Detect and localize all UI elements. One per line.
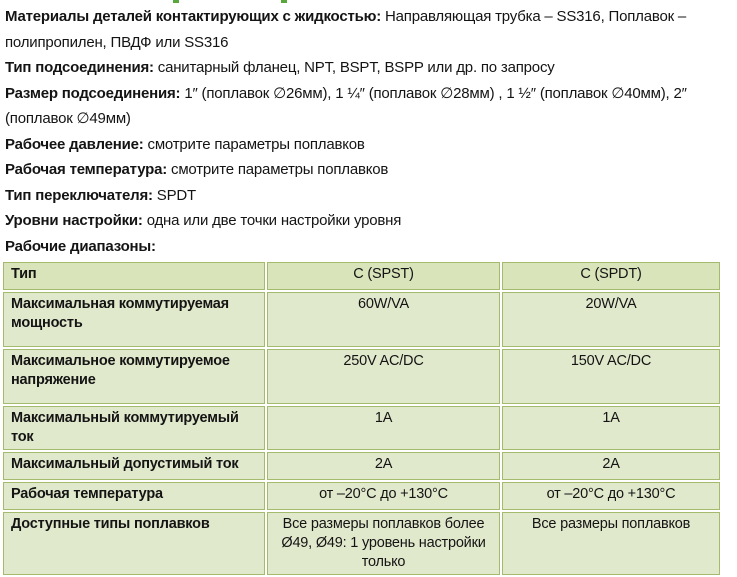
table-row: Максимальная коммутируемая мощность 60W/V… — [3, 292, 720, 347]
spec-value: смотрите параметры поплавков — [147, 135, 365, 153]
spec-value: одна или две точки настройки уровня — [146, 212, 402, 229]
value-cell: от –20°C до +130°C — [267, 482, 500, 510]
spec-line: Материалы деталей контактирующих с жидко… — [5, 4, 731, 55]
spec-label: Уровни настройки: — [5, 212, 143, 229]
row-label-cell: Доступные типы поплавков — [3, 512, 265, 575]
operating-ranges-table: Тип C (SPST) C (SPDT) Максимальная коммутир… — [1, 260, 722, 577]
spec-line: Уровни настройки: одна или две точки нас… — [5, 208, 731, 234]
spec-paragraphs: Материалы деталей контактирующих с жидко… — [0, 0, 737, 259]
spec-value: 1″ (поплавок ∅26мм), 1 ¼″ (поплавок ∅28м… — [5, 84, 687, 128]
spec-label: Тип переключателя: — [5, 186, 153, 204]
row-label-cell: Максимальный допустимый ток — [3, 452, 265, 480]
value-cell: 1A — [502, 406, 720, 450]
value-cell: 60W/VA — [267, 292, 500, 347]
row-label-cell: Максимальное коммутируемое напряжение — [3, 349, 265, 404]
table-row: Максимальный коммутируемый ток 1A 1A — [3, 406, 720, 450]
value-cell: 2A — [267, 452, 500, 480]
spec-label: Размер подсоединения: — [5, 84, 181, 102]
spec-value: Направляющая трубка – SS316, Поплавок – … — [5, 8, 687, 51]
spec-line: Рабочая температура: смотрите параметры … — [5, 157, 731, 183]
value-cell: 1A — [267, 406, 500, 450]
value-cell: C (SPST) — [267, 262, 500, 290]
value-cell: Все размеры поплавков более Ø49, Ø49: 1 … — [267, 512, 500, 575]
table-row: Рабочая температура от –20°C до +130°C от … — [3, 482, 720, 510]
spec-label: Тип подсоединения: — [5, 59, 154, 76]
row-label-cell: Максимальный коммутируемый ток — [3, 406, 265, 450]
value-cell: C (SPDT) — [502, 262, 720, 290]
value-cell: 150V AC/DC — [502, 349, 720, 404]
value-cell: Все размеры поплавков — [502, 512, 720, 575]
spec-line: Рабочее давление: смотрите параметры поп… — [5, 132, 731, 158]
table-row: Максимальный допустимый ток 2A 2A — [3, 452, 720, 480]
value-cell: 250V AC/DC — [267, 349, 500, 404]
cropped-heading-artifact — [173, 0, 179, 3]
row-label-cell: Тип — [3, 262, 265, 290]
row-label-cell: Максимальная коммутируемая мощность — [3, 292, 265, 347]
row-label-cell: Рабочая температура — [3, 482, 265, 510]
value-cell: от –20°C до +130°C — [502, 482, 720, 510]
spec-label: Рабочая температура: — [5, 161, 168, 178]
table-header-row: Тип C (SPST) C (SPDT) — [3, 262, 720, 290]
table-row: Доступные типы поплавков Все размеры попл… — [3, 512, 720, 575]
spec-label: Материалы деталей контактирующих с жидко… — [5, 8, 382, 25]
spec-line: Рабочие диапазоны: — [5, 234, 731, 260]
spec-line: Тип переключателя: SPDT — [5, 183, 731, 209]
spec-line: Тип подсоединения: санитарный фланец, NP… — [5, 55, 731, 81]
spec-line: Размер подсоединения: 1″ (поплавок ∅26мм… — [5, 81, 731, 132]
spec-label: Рабочее давление: — [5, 135, 144, 153]
spec-value: санитарный фланец, NPT, BSPT, BSPP или д… — [157, 59, 555, 76]
table-row: Максимальное коммутируемое напряжение 250… — [3, 349, 720, 404]
value-cell: 20W/VA — [502, 292, 720, 347]
value-cell: 2A — [502, 452, 720, 480]
spec-value: смотрите параметры поплавков — [171, 161, 389, 178]
cropped-heading-artifact — [281, 0, 287, 3]
spec-value: SPDT — [156, 186, 197, 204]
spec-label: Рабочие диапазоны: — [5, 237, 156, 255]
